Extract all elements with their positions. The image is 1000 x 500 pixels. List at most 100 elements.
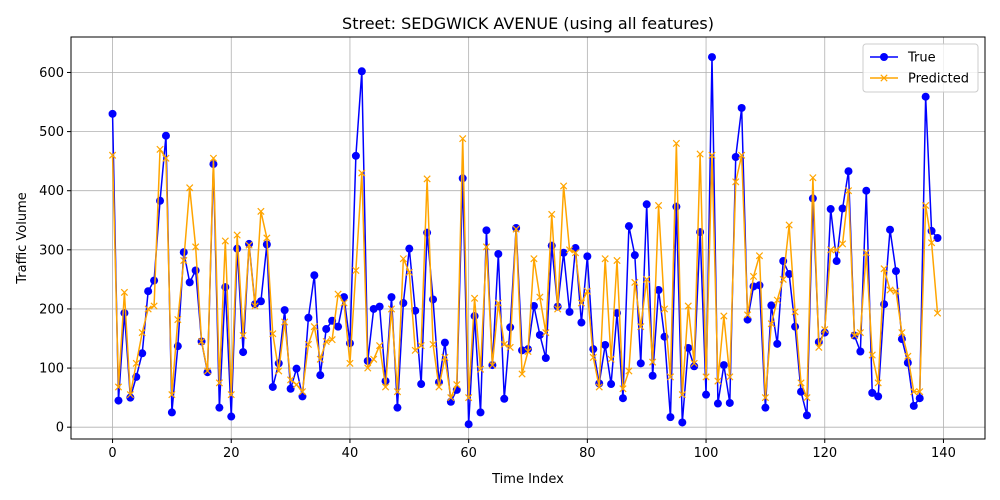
y-tick-label: 500 [39,125,64,140]
data-point-true [755,281,764,290]
data-point-predicted [809,174,817,182]
grid [71,37,985,439]
data-point-true [518,346,527,355]
data-point-true [476,408,485,417]
data-point-true [429,295,438,304]
data-point-predicted [732,178,740,186]
data-point-predicted [292,380,301,389]
data-point-predicted [838,240,847,248]
data-point-true [868,388,877,397]
data-point-predicted [595,383,603,391]
data-point-predicted [607,355,615,363]
data-point-predicted [227,391,235,399]
data-point-predicted [631,278,639,286]
data-point-true [256,297,265,306]
legend-label-predicted: Predicted [908,72,969,87]
data-point-predicted [803,393,811,402]
data-point-predicted [393,388,402,396]
data-point-true [500,394,509,403]
data-point-true [108,109,117,118]
data-point-true [405,244,414,253]
data-point-predicted [601,255,609,263]
data-point-true [423,228,432,237]
y-tick-label: 200 [39,302,64,317]
data-point-predicted [714,377,722,385]
data-point-true [150,276,159,285]
data-point-predicted [488,361,497,369]
x-axis-label: Time Index [491,472,564,487]
data-point-predicted [571,249,580,257]
data-point-predicted [910,388,918,396]
data-point-predicted [666,373,675,381]
data-point-true [856,347,865,356]
data-point-predicted [197,337,206,346]
data-point-true [690,362,699,371]
data-point-predicted [126,391,134,399]
data-point-predicted [334,290,342,298]
legend: True Predicted [862,43,979,93]
data-point-predicted [150,302,158,310]
data-point-true [630,251,639,260]
series-layer [108,53,942,429]
x-tick-label: 140 [931,446,956,461]
data-point-predicted [856,328,864,337]
data-point-predicted [281,318,289,326]
data-point-predicted [120,288,129,297]
data-point-predicted [429,340,437,349]
legend-marker-true [880,53,888,61]
data-point-predicted [168,391,176,399]
data-point-true [144,287,153,296]
data-point-true [310,271,319,280]
data-point-predicted [565,246,574,254]
data-point-predicted [832,246,841,254]
data-point-predicted [649,358,657,366]
x-tick-label: 40 [342,446,359,461]
data-point-true [713,399,722,408]
data-point-predicted [892,287,900,295]
data-point-predicted [500,340,508,349]
data-point-predicted [518,370,526,378]
data-point-predicted [221,237,229,245]
data-point-true [298,392,307,401]
data-point-true [393,403,402,412]
data-point-predicted [239,331,247,340]
data-point-predicted [761,393,770,402]
data-point-predicted [916,388,924,396]
plot-frame [70,36,986,440]
data-point-predicted [749,272,758,281]
data-point-predicted [524,347,532,356]
data-point-true [114,396,123,405]
data-point-predicted [554,305,562,313]
data-point-true [541,354,550,363]
data-point-predicted [726,373,734,381]
data-point-predicted [779,275,787,284]
data-point-predicted [577,299,586,307]
data-point-true [666,413,675,422]
data-point-predicted [352,266,360,275]
data-point-true [802,411,811,420]
data-point-predicted [459,135,467,143]
data-point-true [375,302,384,311]
data-point-true [891,267,900,276]
data-point-true [417,380,426,389]
data-point-predicted [316,355,324,363]
data-point-true [357,67,366,76]
data-point-predicted [387,305,396,313]
x-tick-label: 60 [460,446,477,461]
y-axis-label: Traffic Volume [15,192,30,285]
chart-title: Street: SEDGWICK AVENUE (using all featu… [342,14,714,33]
data-point-true [506,323,515,332]
data-point-predicted [358,169,366,177]
data-point-true [838,204,847,213]
data-point-true [642,200,651,209]
data-point-true [933,234,942,242]
data-point-predicted [263,234,271,242]
data-point-predicted [702,373,710,381]
data-point-predicted [738,151,746,159]
data-point-true [832,257,841,266]
data-point-true [387,293,396,302]
data-point-predicted [512,225,520,233]
data-point-predicted [364,364,372,372]
data-point-true [280,306,289,315]
data-point-true [773,339,782,348]
